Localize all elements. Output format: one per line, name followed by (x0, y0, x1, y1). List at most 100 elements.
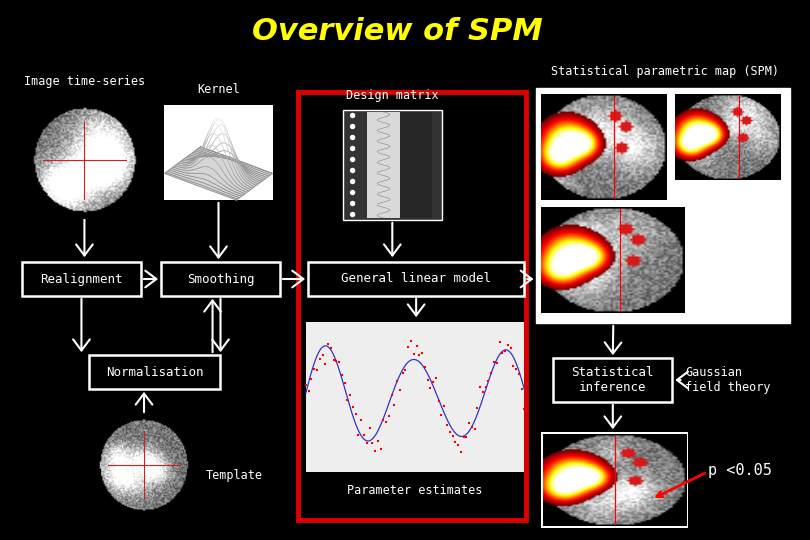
Point (504, 344, 517, 353)
Text: Smoothing: Smoothing (187, 273, 254, 286)
Point (399, 366, 412, 375)
Text: Design matrix: Design matrix (346, 89, 439, 102)
Point (333, 358, 346, 367)
Point (471, 404, 484, 413)
Point (437, 402, 450, 411)
Bar (164, 105, 273, 200)
Bar (673, 92, 782, 182)
Circle shape (351, 168, 355, 172)
Point (484, 369, 497, 377)
Point (369, 447, 382, 455)
Point (322, 340, 335, 349)
Point (327, 355, 340, 364)
Bar (343, 110, 442, 220)
Text: Template: Template (206, 469, 262, 482)
Point (493, 338, 506, 347)
Point (457, 432, 470, 441)
Text: Parameter estimates: Parameter estimates (347, 484, 483, 497)
Bar (400, 112, 432, 218)
Point (357, 431, 370, 440)
Point (349, 410, 362, 418)
Point (355, 415, 368, 424)
Point (509, 365, 522, 374)
Point (330, 356, 343, 365)
Point (302, 387, 315, 395)
Point (463, 418, 475, 427)
Point (476, 388, 489, 397)
Point (490, 359, 503, 368)
Point (421, 376, 434, 384)
Point (335, 370, 348, 379)
Text: Normalisation: Normalisation (106, 366, 203, 379)
Point (305, 375, 318, 383)
Circle shape (351, 113, 355, 118)
Point (513, 370, 526, 379)
Point (429, 374, 442, 382)
Bar (368, 112, 400, 218)
Text: Gaussian
field theory: Gaussian field theory (685, 366, 771, 394)
Point (374, 444, 387, 453)
Point (515, 385, 528, 394)
Point (499, 347, 512, 356)
Point (507, 362, 520, 370)
Point (324, 344, 337, 353)
Text: Image time-series: Image time-series (23, 75, 145, 88)
Point (310, 366, 323, 374)
Circle shape (351, 158, 355, 161)
Point (313, 354, 326, 363)
Circle shape (351, 136, 355, 139)
Point (460, 433, 473, 441)
Point (488, 357, 501, 366)
Point (363, 424, 376, 433)
Point (443, 428, 456, 437)
Point (396, 369, 409, 377)
Bar (161, 262, 280, 296)
Point (377, 415, 390, 424)
Point (407, 349, 420, 358)
Text: Kernel: Kernel (197, 83, 240, 96)
Point (480, 383, 492, 391)
Point (300, 381, 313, 390)
Text: Statistical parametric map (SPM): Statistical parametric map (SPM) (552, 65, 779, 78)
Bar (553, 358, 672, 402)
Bar (539, 92, 668, 202)
Bar (298, 92, 526, 520)
Point (316, 350, 329, 359)
Point (501, 340, 514, 349)
Text: Overview of SPM: Overview of SPM (252, 17, 543, 46)
Point (394, 386, 407, 395)
Bar (306, 322, 524, 472)
Point (404, 337, 417, 346)
Point (474, 383, 487, 391)
Circle shape (351, 179, 355, 184)
Text: p <0.05: p <0.05 (708, 462, 772, 477)
Point (454, 448, 467, 456)
Point (380, 418, 393, 427)
Point (390, 376, 403, 385)
Circle shape (351, 191, 355, 194)
Bar (536, 88, 790, 323)
Bar (541, 432, 688, 528)
Point (446, 432, 459, 441)
Point (451, 440, 464, 449)
Point (449, 438, 462, 447)
Point (386, 391, 399, 400)
Point (366, 438, 379, 447)
Point (482, 377, 495, 386)
Point (371, 436, 384, 445)
Point (427, 377, 440, 386)
Point (360, 438, 373, 447)
Point (413, 350, 426, 359)
Point (466, 422, 479, 431)
Text: Statistical
inference: Statistical inference (572, 366, 654, 394)
Point (435, 410, 448, 419)
Point (518, 405, 531, 414)
Bar (539, 205, 686, 315)
Point (319, 360, 332, 368)
Point (382, 412, 395, 421)
Point (343, 391, 356, 400)
Point (410, 342, 423, 350)
Point (402, 342, 415, 351)
Text: Realignment: Realignment (40, 273, 122, 286)
Circle shape (351, 125, 355, 129)
